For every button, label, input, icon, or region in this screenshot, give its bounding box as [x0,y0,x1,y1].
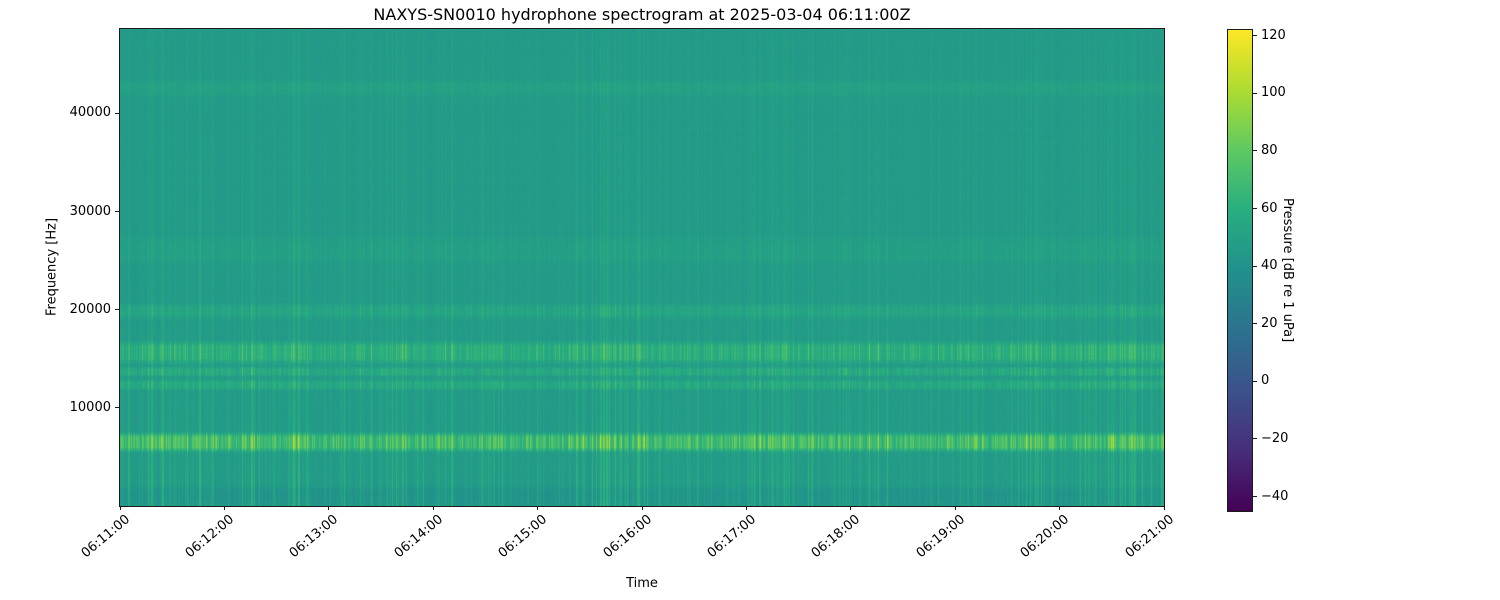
x-tick [432,506,434,510]
x-tick [119,506,121,510]
x-tick [328,506,330,510]
colorbar-tick-label: 0 [1261,373,1270,389]
x-tick-label: 06:19:00 [913,512,968,562]
y-tick [115,309,119,311]
colorbar-tick-label: −40 [1261,488,1289,504]
colorbar-gradient [1228,30,1252,511]
x-tick [641,506,643,510]
x-tick [223,506,225,510]
colorbar-tick-label: −20 [1261,430,1289,446]
x-tick [954,506,956,510]
colorbar [1227,29,1253,512]
spectrogram-heatmap [120,29,1164,506]
y-tick-label: 10000 [69,399,111,415]
colorbar-tick [1253,35,1257,37]
x-tick-label: 06:13:00 [287,512,342,562]
y-tick-label: 20000 [69,301,111,317]
x-tick-label: 06:16:00 [600,512,655,562]
y-tick-label: 40000 [69,105,111,121]
colorbar-tick-label: 120 [1261,27,1286,43]
y-tick [115,211,119,213]
colorbar-tick-label: 60 [1261,200,1278,216]
colorbar-tick [1253,496,1257,498]
x-tick-label: 06:12:00 [182,512,238,562]
x-tick-label: 06:15:00 [495,512,551,562]
x-tick [850,506,852,510]
x-tick-label: 06:11:00 [78,512,133,562]
colorbar-label: Pressure [dB re 1 uPa] [1280,198,1295,343]
y-tick [115,407,119,409]
x-tick-label: 06:20:00 [1017,512,1073,562]
y-tick-label: 30000 [69,203,111,219]
chart-title: NAXYS-SN0010 hydrophone spectrogram at 2… [373,5,911,24]
x-axis-label: Time [626,576,658,591]
colorbar-tick-label: 40 [1261,258,1278,274]
colorbar-tick [1253,208,1257,210]
colorbar-tick [1253,265,1257,267]
x-tick [537,506,539,510]
colorbar-tick [1253,438,1257,440]
x-tick-label: 06:17:00 [704,512,760,562]
x-tick [1163,506,1165,510]
colorbar-tick [1253,92,1257,94]
colorbar-tick [1253,380,1257,382]
colorbar-tick-label: 80 [1261,142,1278,158]
colorbar-tick [1253,323,1257,325]
x-tick [1059,506,1061,510]
x-tick-label: 06:21:00 [1122,512,1177,562]
x-tick [745,506,747,510]
spectrogram-plot [119,28,1165,507]
x-tick-label: 06:18:00 [809,512,864,562]
x-tick-label: 06:14:00 [391,512,446,562]
colorbar-tick-label: 100 [1261,85,1286,101]
y-tick [115,112,119,114]
colorbar-tick [1253,150,1257,152]
colorbar-tick-label: 20 [1261,315,1278,331]
